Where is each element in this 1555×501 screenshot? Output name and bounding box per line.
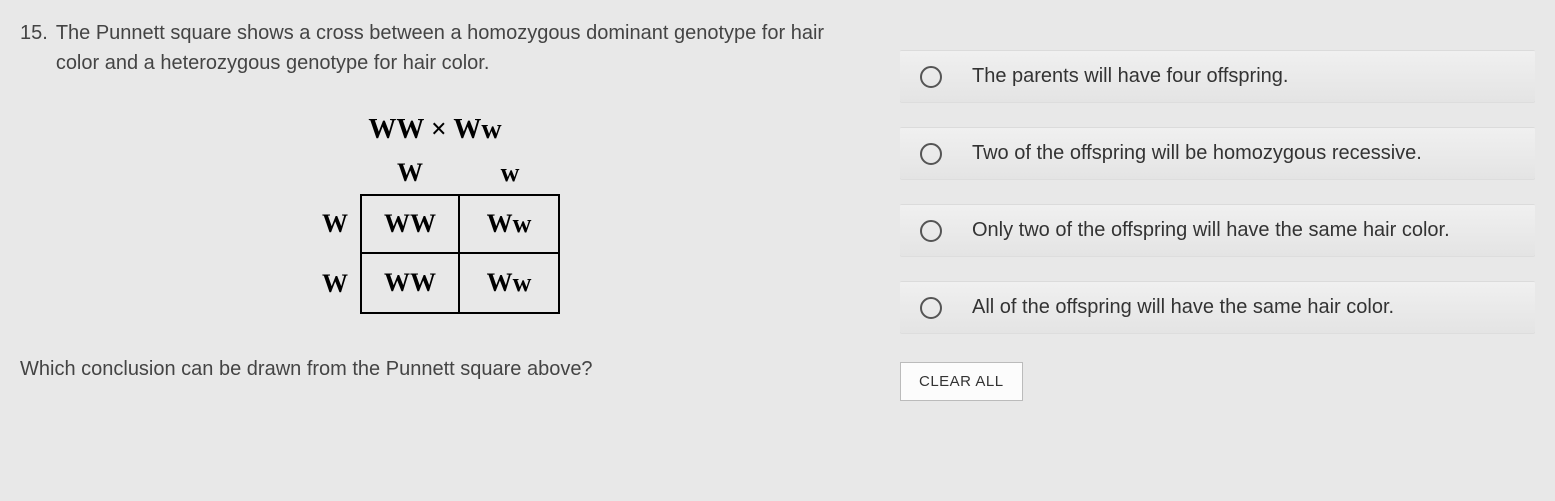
question-panel: 15. The Punnett square shows a cross bet… [0,0,880,501]
choice-0[interactable]: The parents will have four offspring. [900,50,1535,103]
question-text-row: 15. The Punnett square shows a cross bet… [20,18,850,78]
clear-all-button[interactable]: CLEAR ALL [900,362,1023,401]
answer-panel: The parents will have four offspring. Tw… [880,0,1555,501]
cell-0-1: Ww [460,194,560,254]
radio-icon [920,220,942,242]
clear-row: CLEAR ALL [900,362,1535,401]
punnett-grid: W w W WW Ww W WW Ww [310,152,560,314]
choice-label: Only two of the offspring will have the … [972,219,1450,242]
punnett-square: WW × Ww W w W WW Ww W WW Ww [20,114,850,314]
grid-empty [310,152,360,194]
col-header-1: w [460,152,560,194]
choice-1[interactable]: Two of the offspring will be homozygous … [900,127,1535,180]
radio-icon [920,297,942,319]
row-header-0: W [310,194,360,254]
col-header-0: W [360,152,460,194]
cell-0-0: WW [360,194,460,254]
choice-label: All of the offspring will have the same … [972,296,1394,319]
radio-icon [920,66,942,88]
choice-label: The parents will have four offspring. [972,65,1288,88]
question-number: 15. [20,18,48,78]
conclusion-prompt: Which conclusion can be drawn from the P… [20,358,850,381]
cell-1-1: Ww [460,254,560,314]
radio-icon [920,143,942,165]
cell-1-0: WW [360,254,460,314]
question-text: The Punnett square shows a cross between… [56,18,850,78]
choice-3[interactable]: All of the offspring will have the same … [900,281,1535,334]
cross-label: WW × Ww [368,114,501,146]
row-header-1: W [310,254,360,314]
choice-2[interactable]: Only two of the offspring will have the … [900,204,1535,257]
choice-label: Two of the offspring will be homozygous … [972,142,1422,165]
